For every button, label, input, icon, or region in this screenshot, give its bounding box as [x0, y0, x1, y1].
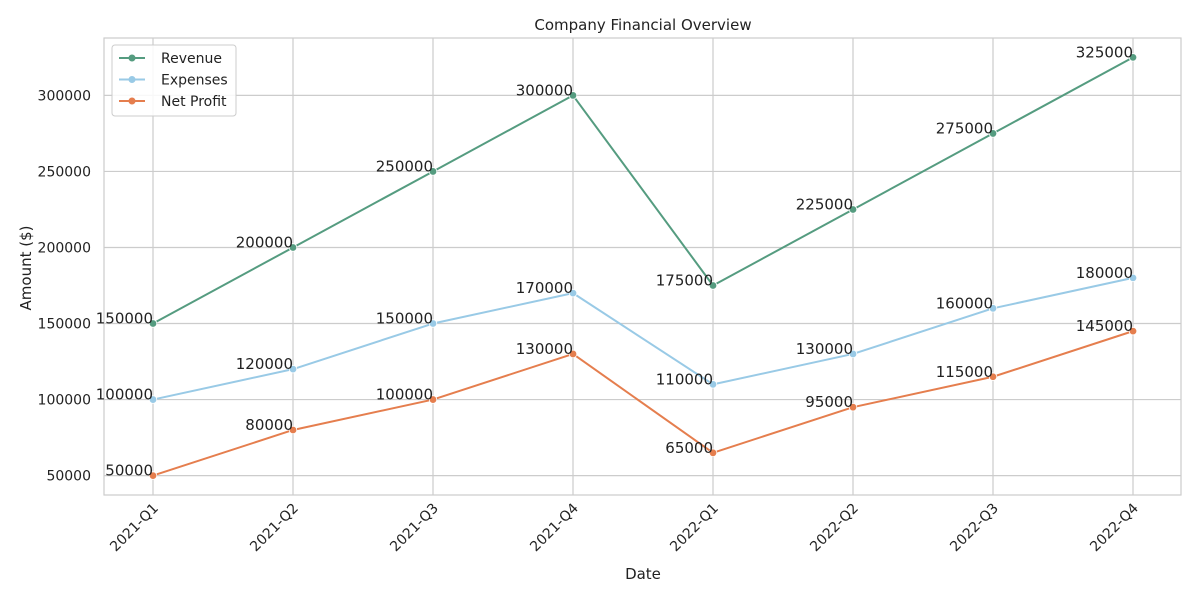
data-point-revenue [708, 281, 718, 290]
y-tick-label: 50000 [46, 469, 91, 485]
data-point-expenses [148, 395, 158, 404]
data-point-net-profit [288, 425, 298, 435]
data-label-expenses: 130000 [796, 340, 853, 358]
data-point-revenue [148, 319, 158, 328]
series [148, 53, 1138, 480]
data-label-net-profit: 80000 [245, 416, 293, 434]
data-point-net-profit [848, 402, 858, 412]
series-line-revenue [152, 56, 1134, 325]
y-tick-label: 150000 [38, 317, 91, 333]
data-label-net-profit: 65000 [665, 439, 713, 457]
data-point-net-profit [428, 395, 438, 404]
data-point-net-profit [568, 349, 578, 359]
data-labels: 150000 200000 250000 300000 175000 225000 2750… [96, 43, 1133, 479]
data-point-expenses [568, 288, 578, 298]
y-axis-ticks: 50000 100000 150000 200000 250000 300000 [38, 88, 91, 484]
legend-marker-net-profit [128, 97, 136, 105]
data-point-revenue [568, 91, 578, 100]
data-label-revenue: 225000 [796, 195, 853, 213]
y-tick-label: 300000 [38, 88, 91, 104]
legend-box [111, 44, 237, 117]
data-point-revenue [848, 205, 858, 214]
legend-marker-expenses [128, 76, 136, 83]
series-line-expenses [152, 276, 1134, 401]
data-point-expenses [988, 304, 998, 313]
data-label-expenses: 160000 [936, 294, 993, 312]
y-tick-label: 100000 [38, 393, 91, 409]
legend-label-revenue: Revenue [161, 51, 222, 67]
legend-label-net-profit: Net Profit [161, 94, 227, 110]
legend-label-expenses: Expenses [161, 73, 228, 89]
data-label-net-profit: 100000 [376, 386, 433, 404]
data-label-revenue: 325000 [1076, 43, 1133, 61]
data-point-net-profit [148, 471, 158, 480]
plot-frame [103, 37, 1182, 496]
series-revenue [148, 53, 1138, 328]
data-point-expenses [848, 349, 858, 359]
data-point-revenue [428, 167, 438, 176]
chart-title: Company Financial Overview [534, 16, 751, 34]
data-label-expenses: 180000 [1076, 264, 1133, 282]
data-label-revenue: 250000 [376, 157, 433, 175]
data-label-revenue: 150000 [96, 310, 153, 328]
data-label-revenue: 175000 [656, 272, 713, 290]
data-point-net-profit [1128, 326, 1138, 336]
legend-marker-revenue [128, 54, 136, 62]
data-point-revenue [988, 129, 998, 138]
data-point-expenses [1128, 273, 1138, 283]
data-label-net-profit: 50000 [105, 462, 153, 480]
data-point-expenses [428, 319, 438, 328]
legend-item-expenses: Expenses [119, 73, 228, 89]
data-label-expenses: 100000 [96, 386, 153, 404]
data-point-revenue [288, 243, 298, 252]
legend: Revenue Expenses Net Profit [111, 44, 237, 117]
data-point-revenue [1128, 53, 1138, 62]
series-expenses [148, 273, 1138, 404]
data-label-revenue: 200000 [236, 233, 293, 251]
legend-item-net-profit: Net Profit [119, 94, 227, 110]
x-axis-label: Date [625, 565, 661, 583]
data-point-net-profit [708, 448, 718, 457]
data-label-expenses: 150000 [376, 310, 433, 328]
data-point-expenses [708, 380, 718, 389]
data-point-expenses [288, 364, 298, 374]
y-axis-label: Amount ($) [17, 226, 35, 311]
series-line-net-profit [152, 330, 1134, 477]
data-label-net-profit: 145000 [1076, 317, 1133, 335]
data-label-expenses: 110000 [656, 370, 713, 388]
y-tick-label: 200000 [38, 240, 91, 256]
grid [104, 38, 1181, 495]
data-label-net-profit: 95000 [805, 393, 853, 411]
data-label-expenses: 170000 [516, 279, 573, 297]
data-label-revenue: 275000 [936, 119, 993, 137]
legend-item-revenue: Revenue [119, 51, 222, 67]
data-point-net-profit [988, 372, 998, 381]
data-label-net-profit: 130000 [516, 340, 573, 358]
y-tick-label: 250000 [38, 164, 91, 180]
data-label-revenue: 300000 [516, 81, 573, 99]
data-label-net-profit: 115000 [936, 363, 993, 381]
series-net-profit [148, 326, 1138, 480]
data-label-expenses: 120000 [236, 355, 293, 373]
